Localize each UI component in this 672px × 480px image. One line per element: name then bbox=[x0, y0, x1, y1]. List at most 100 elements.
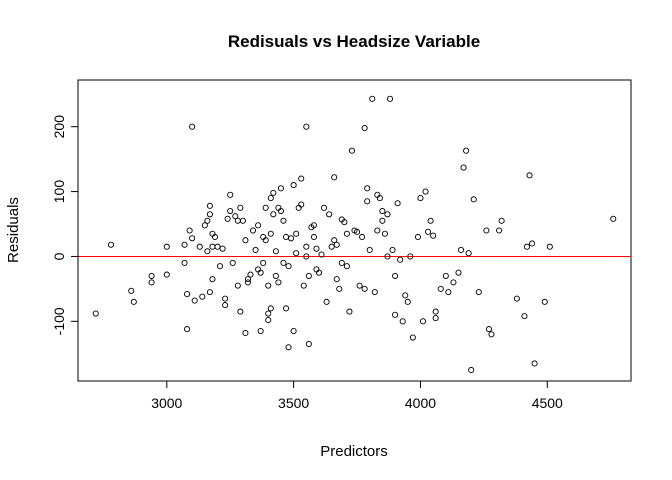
data-point bbox=[222, 302, 229, 309]
data-point bbox=[427, 217, 434, 224]
data-point bbox=[313, 245, 320, 252]
data-point bbox=[381, 230, 388, 237]
data-point bbox=[298, 201, 305, 208]
data-point bbox=[419, 318, 427, 325]
data-point bbox=[437, 285, 444, 292]
data-point bbox=[184, 291, 191, 298]
data-point bbox=[305, 340, 312, 348]
data-point bbox=[384, 253, 391, 260]
data-point bbox=[348, 147, 356, 154]
x-axis: 3000 3500 4000 4500 bbox=[151, 380, 563, 411]
data-point bbox=[333, 276, 340, 283]
data-point bbox=[432, 315, 439, 322]
data-point bbox=[305, 272, 312, 279]
data-point bbox=[353, 228, 361, 235]
data-point bbox=[209, 276, 216, 283]
data-point bbox=[483, 227, 490, 234]
data-point bbox=[521, 313, 528, 320]
data-point bbox=[392, 311, 399, 318]
data-point bbox=[376, 195, 383, 202]
data-point bbox=[341, 219, 348, 226]
data-point bbox=[541, 298, 548, 305]
data-point bbox=[148, 279, 155, 286]
data-point bbox=[285, 344, 292, 351]
data-point bbox=[384, 211, 391, 218]
data-point bbox=[244, 279, 252, 286]
data-point bbox=[465, 250, 472, 257]
data-point bbox=[272, 248, 279, 255]
data-point bbox=[148, 272, 155, 279]
chart-title: Redisuals vs Headsize Variable bbox=[228, 32, 480, 51]
data-point bbox=[219, 245, 226, 252]
data-point bbox=[343, 230, 350, 237]
data-point bbox=[217, 263, 224, 270]
data-points bbox=[92, 95, 617, 374]
data-point bbox=[242, 237, 249, 244]
data-point bbox=[432, 308, 439, 315]
x-axis-label: Predictors bbox=[320, 443, 388, 460]
data-point bbox=[247, 271, 254, 278]
data-point bbox=[331, 174, 338, 181]
data-point bbox=[321, 204, 328, 211]
data-point bbox=[288, 235, 295, 242]
data-point bbox=[460, 164, 467, 171]
data-point bbox=[191, 297, 198, 304]
data-point bbox=[389, 246, 396, 254]
data-point bbox=[260, 259, 267, 266]
data-point bbox=[214, 243, 221, 250]
data-point bbox=[407, 253, 414, 260]
data-point bbox=[374, 227, 381, 234]
data-point bbox=[255, 222, 262, 229]
x-tick-label: 3000 bbox=[151, 395, 182, 411]
data-point bbox=[227, 191, 234, 198]
data-point bbox=[206, 202, 213, 209]
data-point bbox=[189, 235, 196, 242]
data-point bbox=[326, 211, 333, 218]
data-point bbox=[290, 327, 297, 335]
data-point bbox=[280, 259, 287, 266]
data-point bbox=[359, 233, 366, 241]
data-point bbox=[237, 308, 244, 315]
data-point bbox=[163, 271, 170, 278]
x-tick-label: 4500 bbox=[532, 395, 563, 411]
data-point bbox=[468, 366, 475, 374]
data-point bbox=[523, 243, 531, 250]
data-point bbox=[455, 269, 462, 276]
data-point bbox=[475, 289, 482, 296]
data-point bbox=[392, 272, 399, 279]
data-point bbox=[130, 298, 137, 305]
data-point bbox=[275, 279, 282, 286]
data-point bbox=[189, 123, 196, 130]
data-point bbox=[300, 282, 307, 289]
x-tick-label: 4000 bbox=[405, 395, 436, 411]
data-point bbox=[280, 217, 287, 224]
data-point bbox=[303, 253, 310, 260]
data-point bbox=[346, 308, 353, 315]
data-point bbox=[107, 241, 115, 248]
data-point bbox=[366, 246, 373, 254]
data-point bbox=[496, 227, 503, 234]
data-point bbox=[237, 204, 244, 211]
data-point bbox=[163, 243, 170, 250]
data-point bbox=[430, 232, 437, 239]
data-point bbox=[265, 316, 272, 324]
data-point bbox=[513, 295, 520, 302]
data-point bbox=[285, 263, 292, 270]
data-point bbox=[196, 243, 203, 250]
data-point bbox=[371, 289, 378, 296]
data-point bbox=[356, 282, 363, 289]
data-point bbox=[234, 282, 241, 289]
data-point bbox=[227, 207, 234, 215]
data-point bbox=[485, 326, 492, 333]
data-point bbox=[229, 259, 236, 266]
y-axis-label: Residuals bbox=[5, 197, 22, 263]
data-point bbox=[457, 246, 465, 254]
data-point bbox=[338, 259, 345, 266]
data-point bbox=[531, 360, 538, 367]
data-point bbox=[498, 217, 505, 224]
data-point bbox=[244, 276, 252, 283]
y-tick-label: -100 bbox=[51, 307, 67, 335]
y-tick-label: 0 bbox=[51, 252, 67, 260]
data-point bbox=[206, 289, 213, 296]
data-point bbox=[425, 228, 432, 235]
